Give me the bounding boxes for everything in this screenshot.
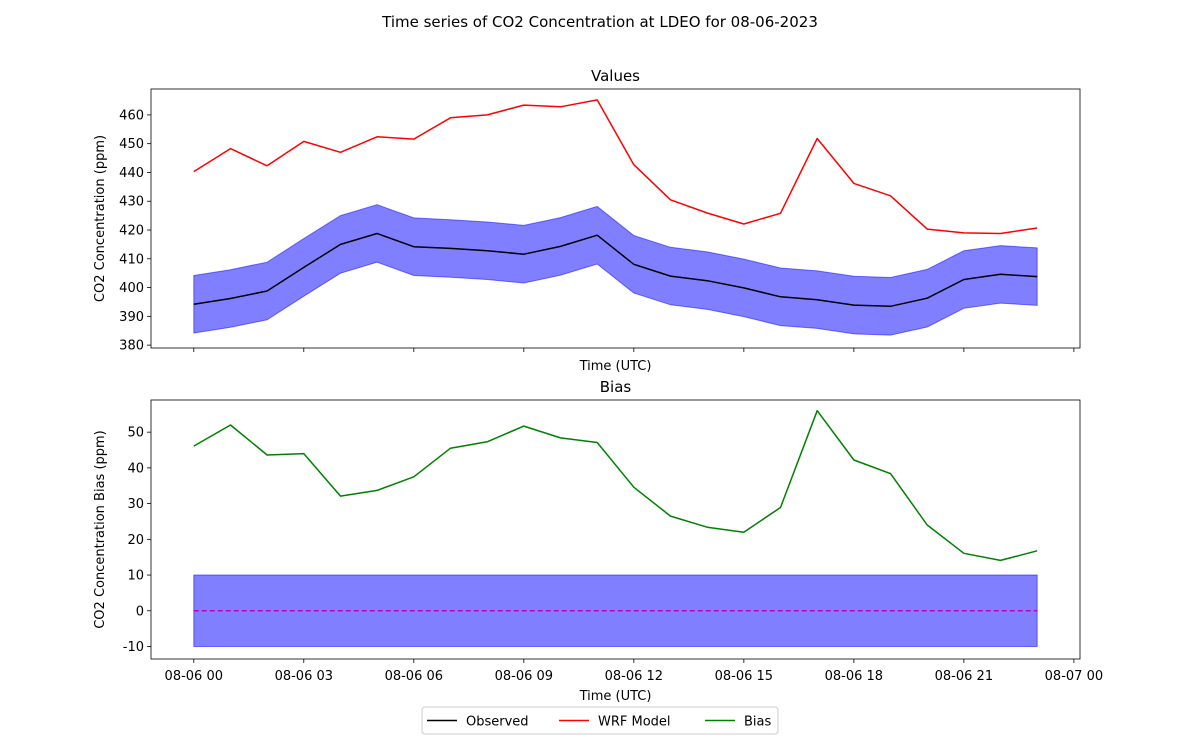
panel-title: Bias — [600, 378, 632, 396]
legend-label-bias: Bias — [744, 715, 771, 730]
x-tick-label: 08-06 00 — [165, 669, 223, 684]
y-tick-label: 450 — [119, 137, 144, 152]
x-tick-label: 08-06 03 — [275, 669, 333, 684]
observed-series-line — [193, 232, 1038, 308]
x-tick-label: 08-06 06 — [385, 669, 443, 684]
y-axis-label: CO2 Concentration (ppm) — [93, 135, 108, 302]
panel-title: Values — [591, 67, 640, 85]
x-tick-label: 08-06 18 — [825, 669, 883, 684]
y-tick-label: 20 — [127, 533, 144, 548]
y-tick-label: 410 — [119, 252, 144, 267]
uncertainty-band — [193, 204, 1038, 336]
y-tick-label: 10 — [127, 569, 144, 584]
y-tick-label: 430 — [119, 195, 144, 210]
wrf-model-series-line — [193, 99, 1038, 235]
values-panel: 380 390 400 410 420 430 440 450 460 Values Time (U… — [93, 67, 1081, 374]
x-tick-label: 08-06 12 — [605, 669, 663, 684]
legend-label-wrf-model: WRF Model — [598, 715, 671, 730]
x-axis-label: Time (UTC) — [579, 689, 652, 704]
y-tick-label: 380 — [119, 339, 144, 354]
y-tick-label: 440 — [119, 166, 144, 181]
y-tick-label: 390 — [119, 310, 144, 325]
y-axis-label: CO2 Concentration Bias (ppm) — [93, 430, 108, 629]
x-tick-label: 08-06 21 — [935, 669, 993, 684]
axes-frame — [150, 88, 1081, 349]
axes-frame — [150, 399, 1081, 660]
x-axis-label: Time (UTC) — [579, 359, 652, 374]
y-tick-label: 50 — [127, 426, 144, 441]
y-tick-label: 400 — [119, 281, 144, 296]
legend: Observed WRF Model Bias — [421, 706, 779, 735]
y-tick-label: 40 — [127, 461, 144, 476]
legend-box — [421, 706, 779, 735]
uncertainty-band — [193, 574, 1038, 647]
bias-panel: -10 0 10 20 30 40 50 08-06 00 08-06 03 08-06 06 08… — [93, 378, 1103, 704]
x-tick-label: 08-06 15 — [715, 669, 773, 684]
y-tick-label: -10 — [123, 640, 144, 655]
bias-series-line — [193, 409, 1038, 562]
y-tick-label: 0 — [136, 604, 144, 619]
y-tick-label: 30 — [127, 497, 144, 512]
x-tick-label: 08-06 09 — [495, 669, 553, 684]
x-tick-label: 08-07 00 — [1045, 669, 1103, 684]
y-tick-label: 460 — [119, 108, 144, 123]
figure-suptitle: Time series of CO2 Concentration at LDEO… — [381, 13, 818, 31]
legend-label-observed: Observed — [466, 715, 529, 730]
y-tick-label: 420 — [119, 224, 144, 239]
